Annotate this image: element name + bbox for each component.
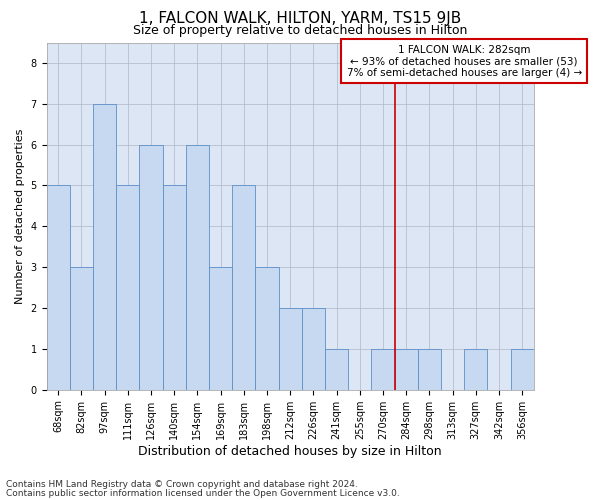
Text: Contains HM Land Registry data © Crown copyright and database right 2024.: Contains HM Land Registry data © Crown c… [6,480,358,489]
Bar [278,308,302,390]
Bar [464,349,487,390]
Bar [256,267,278,390]
Bar [325,349,348,390]
Text: Contains public sector information licensed under the Open Government Licence v3: Contains public sector information licen… [6,489,400,498]
Bar [511,349,534,390]
Bar [371,349,395,390]
Text: 1, FALCON WALK, HILTON, YARM, TS15 9JB: 1, FALCON WALK, HILTON, YARM, TS15 9JB [139,11,461,26]
Bar [70,267,93,390]
Bar [116,186,139,390]
Bar [47,186,70,390]
Y-axis label: Number of detached properties: Number of detached properties [15,128,25,304]
Bar [395,349,418,390]
Bar [93,104,116,390]
Bar [302,308,325,390]
Text: Size of property relative to detached houses in Hilton: Size of property relative to detached ho… [133,24,467,37]
Bar [163,186,186,390]
Bar [418,349,441,390]
X-axis label: Distribution of detached houses by size in Hilton: Distribution of detached houses by size … [139,444,442,458]
Bar [209,267,232,390]
Bar [232,186,256,390]
Text: 1 FALCON WALK: 282sqm
← 93% of detached houses are smaller (53)
7% of semi-detac: 1 FALCON WALK: 282sqm ← 93% of detached … [347,44,582,78]
Bar [186,144,209,390]
Bar [139,144,163,390]
